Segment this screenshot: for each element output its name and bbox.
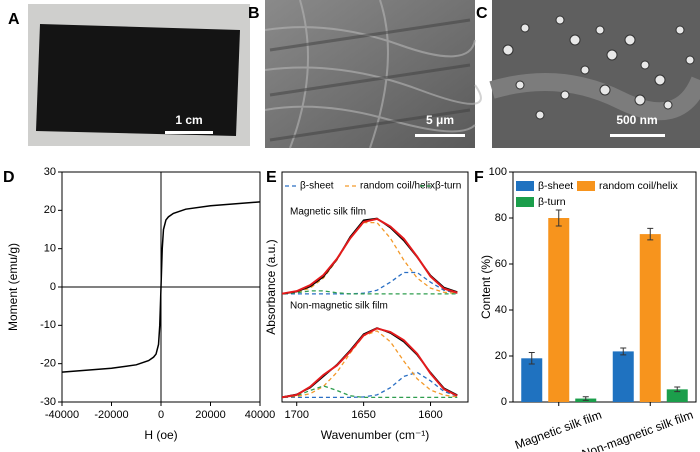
component-curve: [282, 330, 458, 398]
sem-c: [489, 0, 700, 148]
annotation: Non-magnetic silk film: [290, 301, 388, 312]
component-curve: [282, 221, 458, 295]
fit-curve: [282, 327, 458, 399]
legend-label: random coil/helix: [360, 181, 435, 192]
curve: [61, 201, 261, 373]
x-tick-label: 0: [158, 409, 164, 421]
plot-frame: [281, 171, 469, 403]
y-tick-label: -20: [40, 358, 56, 370]
annotation: Magnetic silk film: [290, 207, 366, 218]
y-tick-label: 60: [495, 258, 507, 270]
y-tick-label: 0: [50, 281, 56, 293]
y-tick-label: -30: [40, 396, 56, 408]
legend-label: β-turn: [538, 196, 566, 208]
x-tick-label: 1600: [418, 409, 442, 421]
x-tick-label: 1700: [284, 409, 308, 421]
measured-curve: [282, 217, 458, 295]
panel-label: A: [8, 11, 20, 28]
component-curve: [282, 385, 458, 399]
y-tick-label: 10: [44, 243, 56, 255]
x-axis-label: H (oe): [144, 428, 177, 442]
x-axis-label: Wavenumber (cm⁻¹): [321, 428, 430, 442]
error-bar: [620, 347, 627, 356]
legend-label: β-sheet: [538, 180, 573, 192]
panel-label: D: [3, 169, 15, 186]
bar: [666, 389, 688, 402]
panel-label: B: [248, 5, 260, 22]
error-bar: [582, 396, 589, 401]
bar: [612, 351, 634, 402]
bar: [521, 358, 543, 402]
plot-frame: [512, 171, 697, 403]
bar: [548, 218, 570, 402]
legend-label: random coil/helix: [599, 180, 679, 192]
y-axis-label: Moment (emu/g): [6, 243, 20, 331]
error-bar: [647, 227, 654, 241]
scale-bar-label: 5 μm: [426, 113, 454, 127]
legend-swatch: [516, 181, 534, 191]
y-tick-label: -10: [40, 319, 56, 331]
panel-label: E: [266, 169, 277, 186]
component-curve: [282, 290, 458, 295]
bar: [639, 234, 661, 402]
fit-curve: [282, 217, 458, 295]
x-tick-label: 20000: [195, 409, 226, 421]
component-curve: [282, 371, 458, 399]
y-tick-label: 100: [489, 166, 507, 178]
panel-label: C: [476, 5, 488, 22]
x-tick-label: 1650: [351, 409, 375, 421]
legend-swatch: [577, 181, 595, 191]
scale-bar-label: 500 nm: [616, 113, 657, 127]
measured-curve: [282, 327, 458, 398]
scale-bar-label: 1 cm: [175, 113, 202, 127]
x-tick-label: 40000: [245, 409, 276, 421]
x-tick-label: -40000: [45, 409, 79, 421]
y-axis-label: Content (%): [479, 255, 493, 319]
y-tick-label: 20: [495, 350, 507, 362]
component-curve: [282, 271, 458, 295]
y-tick-label: 40: [495, 304, 507, 316]
x-tick-label: -20000: [94, 409, 128, 421]
y-tick-label: 20: [44, 204, 56, 216]
legend-label: β-sheet: [300, 181, 334, 192]
panel-label: F: [474, 169, 484, 186]
photo-a: [28, 4, 250, 146]
y-tick-label: 30: [44, 166, 56, 178]
y-tick-label: 0: [501, 396, 507, 408]
sem-b: [264, 0, 482, 149]
error-bar: [555, 209, 562, 227]
spectra: [282, 217, 458, 399]
error-bar: [674, 386, 681, 393]
error-bar: [528, 352, 535, 365]
y-axis-label: Absorbance (a.u.): [264, 239, 278, 334]
legend-swatch: [516, 197, 534, 207]
y-tick-label: 80: [495, 212, 507, 224]
legend-label: β-turn: [435, 181, 461, 192]
